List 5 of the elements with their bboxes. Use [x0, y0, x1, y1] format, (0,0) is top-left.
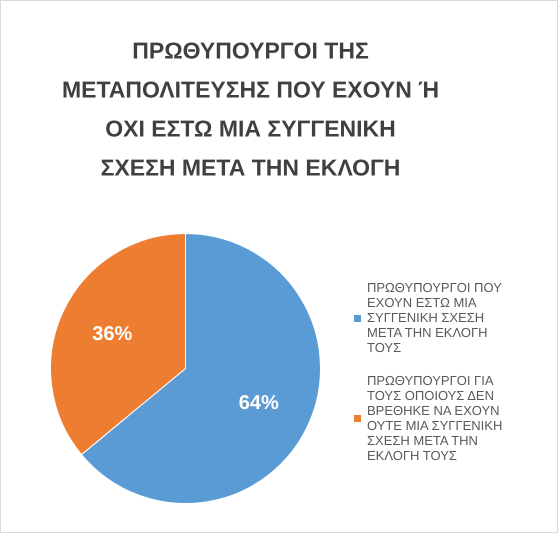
legend-label: ΠΡΩΘΥΠΟΥΡΓΟΙ ΠΟΥ ΕΧΟΥΝ ΕΣΤΩ ΜΙΑ ΣΥΓΓΕΝΙΚΗ ΣΧΕΣΗ ΜΕΤΑ ΤΗΝ ΕΚΛΟΓΗ ΤΟΥΣ — [367, 280, 502, 355]
data-label: 64% — [238, 392, 280, 414]
chart-title: ΠΡΩΘΥΠΟΥΡΓΟΙ ΤΗΣ ΜΕΤΑΠΟΛΙΤΕΥΣΗΣ ΠΟΥ ΕΧΟΥΝ Ή ΟΧΙ ΕΣΤΩ ΜΙΑ ΣΥΓΓΕΝΙΚΗ ΣΧΕΣΗ ΜΕΤΑ ΤΗΝ ΕΚΛΟΓΗ — [62, 38, 440, 180]
data-label: 36% — [92, 323, 132, 346]
legend-label: ΠΡΩΘΥΠΟΥΡΓΟΙ ΓΙΑ ΤΟΥΣ ΟΠΟΙΟΥΣ ΔΕΝ ΒΡΕΘΗΚΕ ΝΑ ΕΧΟΥΝ ΟΥΤΕ ΜΙΑ ΣΥΓΓΕΝΙΚΗ ΣΧΕΣΗ ΜΕΤΑ ΤΗΝ ΕΚΛΟΓΗ ΤΟΥΣ — [367, 373, 502, 463]
